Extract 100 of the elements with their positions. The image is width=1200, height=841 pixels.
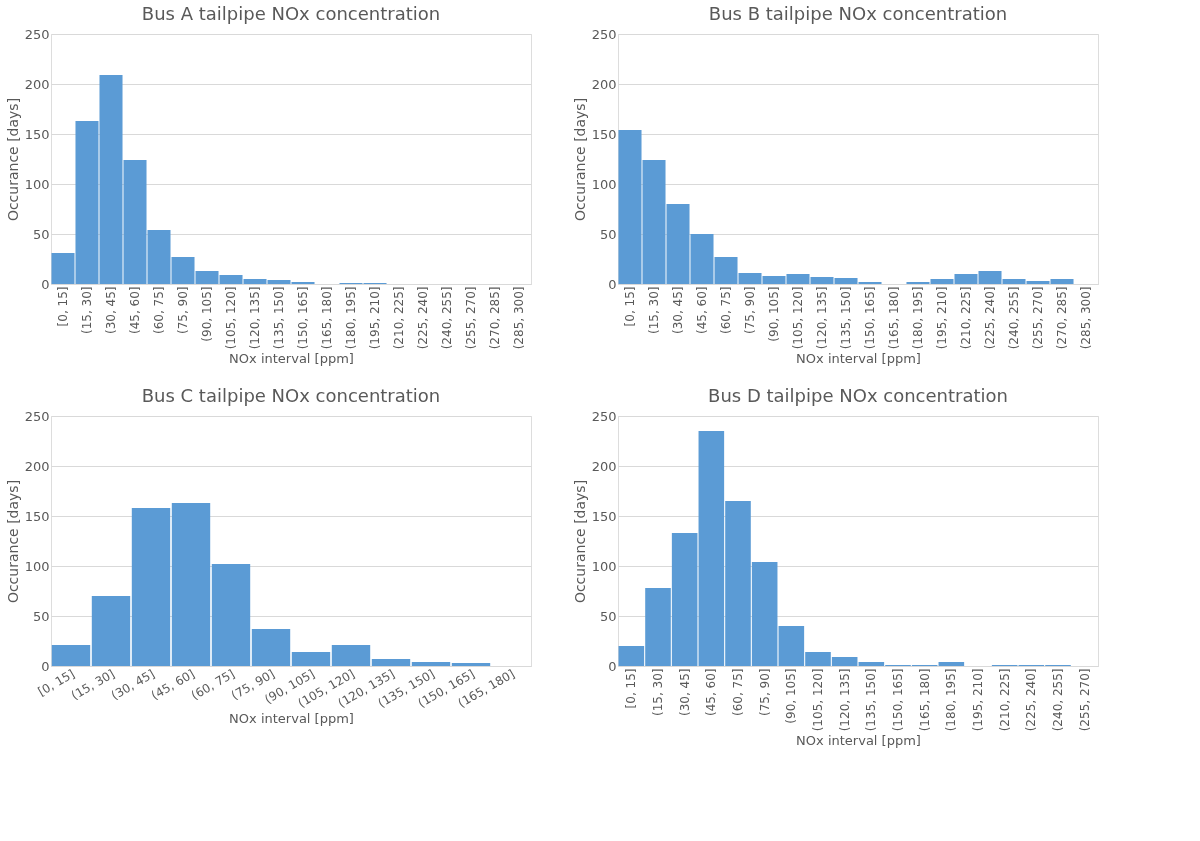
- x-tick-label: (135, 150]: [864, 668, 879, 732]
- x-tick-label: (45, 60]: [704, 668, 719, 717]
- y-tick-label: 200: [24, 458, 50, 474]
- y-tick-label: 50: [599, 608, 617, 624]
- bar: [91, 596, 131, 666]
- x-tick-label: (75, 90]: [176, 286, 190, 335]
- x-tick-label: (30, 45]: [104, 286, 118, 335]
- x-tick-label: (150, 165]: [296, 286, 310, 350]
- x-tick-label: (195, 210]: [368, 286, 382, 350]
- x-tick-label: (30, 45]: [671, 286, 685, 335]
- x-tick-label: (90, 105]: [784, 668, 799, 724]
- x-tick-label: (45, 60]: [128, 286, 142, 335]
- x-tick-label: (210, 225]: [997, 668, 1012, 732]
- x-tick-label: (285, 300]: [1079, 286, 1093, 350]
- y-axis-title: Occurance [days]: [571, 97, 588, 222]
- x-tick-label: (15, 30]: [651, 668, 665, 717]
- y-tick-label: 0: [41, 658, 50, 674]
- bar: [371, 659, 411, 666]
- x-tick-label: (225, 240]: [983, 286, 997, 350]
- x-tick-label: (150, 165]: [863, 286, 877, 350]
- y-tick-label: 250: [24, 408, 50, 424]
- x-tick-label: (180, 195]: [911, 286, 925, 350]
- x-tick-label: (285, 300]: [512, 286, 526, 350]
- x-tick-label: (270, 285]: [1055, 286, 1069, 350]
- x-tick-label: [0, 15]: [56, 286, 70, 327]
- bar: [451, 663, 491, 666]
- x-tick-label: (240, 255]: [1007, 286, 1021, 350]
- y-tick-label: 0: [41, 276, 50, 292]
- x-tick-label: (90, 105]: [200, 286, 214, 342]
- y-tick-label: 50: [32, 226, 50, 242]
- x-tick-label: (120, 135]: [248, 286, 262, 350]
- x-tick-label: (105, 120]: [791, 286, 805, 350]
- x-tick-label: (225, 240]: [416, 286, 430, 350]
- y-tick-label: 50: [32, 608, 50, 624]
- y-tick-label: 250: [591, 408, 617, 424]
- x-tick-label: [0, 15]: [624, 668, 639, 709]
- chart-title: Bus A tailpipe NOx concentration: [141, 3, 441, 24]
- y-tick-label: 200: [591, 458, 617, 474]
- bar: [411, 662, 451, 666]
- x-axis-title: NOx interval [ppm]: [796, 351, 921, 367]
- x-tick-label: (45, 60]: [695, 286, 709, 335]
- chart-title: Bus B tailpipe NOx concentration: [708, 3, 1008, 24]
- y-tick-label: 100: [591, 558, 617, 574]
- x-tick-label: (180, 195]: [944, 668, 959, 732]
- y-axis-title: Occurance [days]: [571, 479, 588, 604]
- x-tick-label: (60, 75]: [719, 286, 733, 335]
- x-tick-label: (120, 135]: [815, 286, 829, 350]
- x-tick-label: (75, 90]: [757, 668, 772, 717]
- y-tick-label: 200: [24, 76, 50, 92]
- bar: [171, 503, 211, 666]
- chart-title: Bus D tailpipe NOx concentration: [708, 385, 1008, 406]
- chart-title: Bus C tailpipe NOx concentration: [141, 385, 441, 406]
- y-tick-label: 0: [608, 276, 617, 292]
- x-tick-label: (255, 270]: [1077, 668, 1092, 732]
- y-tick-label: 150: [24, 126, 50, 142]
- bar: [131, 508, 171, 666]
- x-tick-label: (15, 30]: [647, 286, 661, 335]
- y-tick-label: 150: [591, 126, 617, 142]
- y-tick-label: 250: [24, 26, 50, 42]
- x-tick-label: (15, 30]: [80, 286, 94, 335]
- x-tick-label: (120, 135]: [837, 668, 852, 732]
- y-tick-label: 100: [24, 558, 50, 574]
- x-tick-label: (165, 180]: [887, 286, 901, 350]
- bar: [331, 645, 371, 666]
- x-tick-label: (240, 255]: [1051, 668, 1065, 732]
- y-tick-label: 100: [591, 176, 617, 192]
- x-tick-label: (165, 180]: [320, 286, 334, 350]
- y-tick-label: 150: [24, 508, 50, 524]
- x-tick-label: (255, 270]: [464, 286, 478, 350]
- x-tick-label: (210, 225]: [959, 286, 973, 350]
- y-axis-title: Occurance [days]: [4, 479, 21, 604]
- x-tick-label: (165, 180]: [917, 668, 932, 732]
- x-tick-label: (210, 225]: [392, 286, 406, 350]
- x-tick-label: (195, 210]: [935, 286, 949, 350]
- x-tick-label: (60, 75]: [731, 668, 745, 717]
- x-tick-label: (135, 150]: [272, 286, 286, 350]
- bar: [51, 645, 91, 666]
- x-tick-label: (135, 150]: [839, 286, 853, 350]
- x-tick-label: (75, 90]: [743, 286, 757, 335]
- y-tick-label: 100: [24, 176, 50, 192]
- x-tick-label: (105, 120]: [224, 286, 238, 350]
- y-tick-label: 150: [591, 508, 617, 524]
- x-axis-title: NOx interval [ppm]: [229, 351, 354, 367]
- x-tick-label: (105, 120]: [811, 668, 825, 732]
- x-tick-label: [0, 15]: [623, 286, 637, 327]
- x-tick-label: (270, 285]: [488, 286, 502, 350]
- y-tick-label: 50: [599, 226, 617, 242]
- x-tick-label: (30, 45]: [677, 668, 692, 717]
- x-axis-title: NOx interval [ppm]: [229, 711, 354, 727]
- y-axis-title: Occurance [days]: [4, 97, 21, 222]
- x-tick-label: (60, 75]: [152, 286, 166, 335]
- y-tick-label: 200: [591, 76, 617, 92]
- x-tick-label: (225, 240]: [1024, 668, 1039, 732]
- x-tick-label: (150, 165]: [891, 668, 905, 732]
- y-tick-label: 250: [591, 26, 617, 42]
- x-tick-label: (240, 255]: [440, 286, 454, 350]
- x-axis-title: NOx interval [ppm]: [796, 733, 921, 749]
- bar: [251, 629, 291, 666]
- x-tick-label: (255, 270]: [1031, 286, 1045, 350]
- x-tick-label: (180, 195]: [344, 286, 358, 350]
